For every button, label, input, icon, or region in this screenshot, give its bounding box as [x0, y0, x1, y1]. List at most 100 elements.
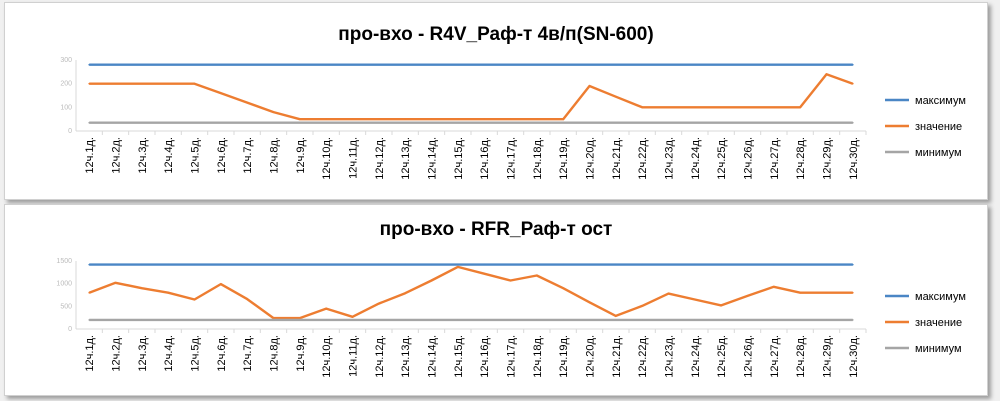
data-point — [141, 121, 143, 124]
chart-title: про-вхо - R4V_Раф-т 4в/п(SN-600) — [338, 24, 653, 45]
data-point — [167, 121, 169, 124]
data-point — [272, 111, 275, 113]
legend-label: максимум — [915, 291, 966, 303]
x-tick-label: 12ч.4д. — [163, 137, 175, 174]
x-tick-label: 12ч.13д. — [400, 137, 412, 180]
data-point — [773, 263, 775, 266]
data-point — [220, 121, 222, 124]
data-point — [694, 298, 696, 301]
data-point — [667, 63, 670, 66]
data-point — [141, 263, 143, 266]
data-point — [299, 263, 301, 266]
data-point — [720, 319, 722, 321]
data-point — [88, 63, 90, 66]
x-tick-label: 12ч.6д. — [216, 335, 228, 372]
data-point — [404, 292, 406, 294]
x-tick-label: 12ч.24д. — [690, 335, 702, 378]
data-point — [509, 263, 512, 266]
data-point — [457, 319, 459, 321]
data-point — [562, 121, 564, 124]
data-point — [351, 121, 354, 124]
y-tick-label: 1000 — [56, 281, 72, 288]
data-point — [536, 319, 538, 321]
y-tick-label: 0 — [68, 128, 72, 135]
y-tick-label: 500 — [60, 303, 72, 310]
data-point — [272, 317, 275, 319]
data-point — [167, 63, 169, 66]
data-point — [825, 291, 828, 294]
x-tick-label: 12ч.1д. — [84, 335, 96, 372]
y-tick-label: 100 — [60, 104, 72, 111]
data-point — [746, 121, 749, 124]
data-point — [378, 121, 380, 124]
data-point — [562, 63, 564, 66]
data-point — [773, 319, 775, 321]
data-point — [536, 274, 538, 277]
data-point — [404, 118, 406, 120]
data-point — [588, 319, 591, 321]
data-point — [114, 63, 117, 66]
data-point — [799, 319, 801, 321]
chart-title: про-вхо - RFR_Раф-т ост — [380, 219, 613, 240]
data-point — [272, 263, 275, 266]
y-tick-label: 0 — [68, 326, 72, 333]
data-point — [167, 291, 169, 294]
x-tick-label: 12ч.26д. — [743, 137, 755, 180]
x-tick-label: 12ч.17д. — [506, 137, 518, 180]
data-point — [562, 263, 564, 266]
x-tick-label: 12ч.23д. — [664, 335, 676, 378]
data-point — [378, 63, 380, 66]
data-point — [272, 319, 275, 321]
data-point — [272, 121, 275, 124]
x-tick-label: 12ч.26д. — [743, 335, 755, 378]
data-point — [536, 263, 538, 266]
data-point — [615, 95, 617, 98]
x-tick-label: 12ч.12д. — [374, 137, 386, 180]
data-point — [404, 121, 406, 124]
data-point — [483, 319, 485, 321]
x-tick-label: 12ч.3д. — [137, 335, 149, 372]
data-point — [536, 121, 538, 124]
data-point — [457, 266, 459, 268]
data-point — [852, 63, 854, 66]
data-point — [114, 319, 117, 321]
data-point — [325, 118, 327, 120]
y-tick-label: 1500 — [56, 258, 72, 265]
data-point — [430, 279, 433, 282]
x-tick-label: 12ч.12д. — [374, 335, 386, 378]
data-point — [667, 263, 670, 266]
data-point — [720, 304, 722, 307]
data-point — [193, 82, 196, 85]
x-tick-label: 12ч.27д. — [769, 137, 781, 180]
data-point — [588, 121, 591, 124]
data-point — [694, 63, 696, 66]
data-point — [852, 291, 854, 294]
data-point — [825, 63, 828, 66]
data-point — [615, 63, 617, 66]
data-point — [193, 63, 196, 66]
data-point — [694, 106, 696, 109]
data-point — [220, 283, 222, 285]
data-point — [378, 302, 380, 305]
data-point — [483, 63, 485, 66]
x-tick-label: 12ч.9д. — [295, 335, 307, 372]
data-point — [641, 319, 643, 321]
data-point — [299, 319, 301, 321]
x-tick-label: 12ч.7д. — [242, 137, 254, 174]
x-tick-label: 12ч.2д. — [111, 335, 123, 372]
data-point — [220, 63, 222, 66]
data-point — [641, 63, 643, 66]
x-tick-label: 12ч.11д. — [348, 137, 360, 179]
chart-rfr: про-вхо - RFR_Раф-т ост 0 500 1000 1500 12ч.… — [56, 219, 966, 378]
data-point — [536, 118, 538, 120]
data-point — [193, 319, 196, 321]
x-tick-label: 12ч.10д. — [321, 137, 333, 180]
data-point — [588, 63, 591, 66]
data-point — [457, 263, 459, 266]
legend-label: значение — [915, 121, 962, 133]
x-tick-label: 12ч.18д. — [532, 137, 544, 180]
x-tick-label: 12ч.7д. — [242, 335, 254, 372]
data-point — [114, 82, 117, 85]
x-tick-label: 12ч.2д. — [111, 137, 123, 174]
x-tick-label: 12ч.21д. — [611, 335, 623, 378]
